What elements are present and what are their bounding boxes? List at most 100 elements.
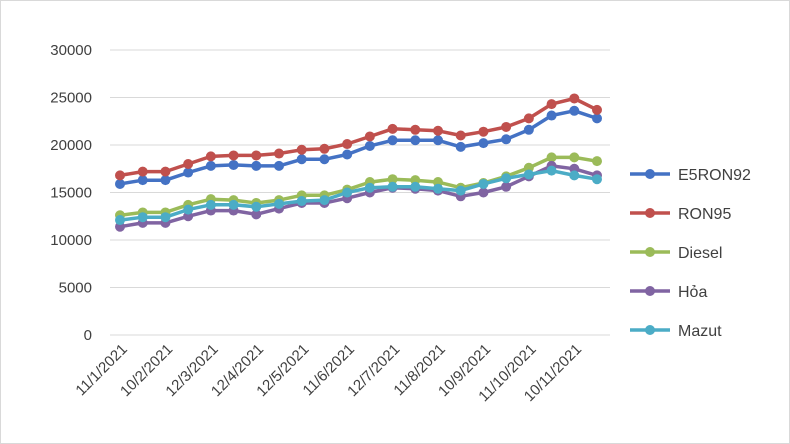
- series-line: [119, 109, 598, 186]
- series-1: [115, 93, 602, 181]
- data-point: [274, 148, 284, 159]
- legend: E5RON92 RON95 Diesel Hỏa Mazut: [630, 167, 751, 340]
- data-point: [137, 166, 148, 177]
- data-point: [592, 113, 602, 124]
- data-point: [228, 159, 239, 170]
- data-point: [296, 154, 307, 165]
- data-point: [364, 140, 375, 151]
- data-point: [546, 152, 557, 163]
- data-point: [115, 215, 125, 226]
- data-point: [160, 166, 171, 177]
- data-point: [433, 135, 443, 146]
- data-point: [592, 156, 602, 167]
- data-point: [387, 174, 398, 185]
- data-point: [387, 181, 398, 192]
- series-line: [119, 168, 598, 222]
- data-point: [501, 181, 512, 192]
- data-point: [546, 110, 557, 121]
- legend-label: Diesel: [678, 245, 722, 262]
- legend-marker: [645, 169, 655, 179]
- data-point: [251, 209, 262, 220]
- legend-item: Diesel: [630, 245, 722, 262]
- x-axis-ticks: 11/1/202110/2/202112/3/202112/4/202112/5…: [72, 341, 585, 405]
- data-point: [183, 167, 194, 178]
- legend-item: RON95: [630, 206, 731, 223]
- data-point: [523, 124, 534, 135]
- y-tick-label: 0: [84, 327, 92, 344]
- data-point: [478, 187, 489, 198]
- legend-label: E5RON92: [678, 167, 751, 184]
- data-point: [592, 104, 602, 115]
- data-point: [501, 134, 512, 145]
- series-0: [115, 105, 602, 189]
- data-point: [342, 139, 353, 150]
- legend-label: RON95: [678, 206, 731, 223]
- data-point: [478, 178, 489, 189]
- data-point: [274, 160, 284, 171]
- series-line: [119, 164, 598, 229]
- data-point: [115, 178, 125, 189]
- data-point: [205, 199, 216, 210]
- data-point: [569, 105, 580, 116]
- data-point: [137, 175, 148, 186]
- data-point: [183, 204, 194, 215]
- data-point: [455, 130, 466, 141]
- data-point: [387, 123, 398, 134]
- series-line: [119, 155, 598, 218]
- data-point: [523, 113, 534, 124]
- data-point: [319, 154, 330, 165]
- y-tick-label: 20000: [50, 137, 92, 154]
- data-point: [319, 195, 330, 206]
- data-point: [387, 135, 398, 146]
- data-point: [160, 175, 171, 186]
- y-axis-ticks: 0 5000 10000 15000 20000 25000 30000: [50, 42, 92, 344]
- series-line: [119, 96, 598, 178]
- data-point: [115, 170, 125, 181]
- data-point: [410, 135, 421, 146]
- legend-item: Mazut: [630, 323, 722, 340]
- legend-item: Hỏa: [630, 284, 707, 301]
- data-point: [478, 138, 489, 149]
- y-tick-label: 30000: [50, 42, 92, 59]
- legend-marker: [645, 286, 655, 296]
- data-point: [205, 160, 216, 171]
- data-point: [342, 187, 353, 198]
- data-point: [433, 125, 443, 136]
- data-point: [296, 196, 307, 207]
- data-point: [523, 169, 534, 180]
- series-lines: [115, 93, 602, 232]
- data-point: [228, 199, 239, 210]
- data-point: [433, 183, 443, 194]
- y-tick-label: 10000: [50, 232, 92, 249]
- data-point: [137, 212, 148, 223]
- y-tick-label: 25000: [50, 90, 92, 107]
- data-point: [501, 121, 512, 132]
- gridlines: [110, 49, 610, 336]
- series-4: [115, 165, 602, 226]
- legend-item: E5RON92: [630, 167, 751, 184]
- data-point: [274, 198, 284, 209]
- data-point: [410, 181, 421, 192]
- data-point: [410, 124, 421, 135]
- y-tick-label: 5000: [59, 280, 92, 297]
- data-point: [160, 212, 171, 223]
- data-point: [228, 150, 239, 161]
- data-point: [251, 150, 262, 161]
- data-point: [546, 99, 557, 110]
- data-point: [546, 165, 557, 176]
- data-point: [569, 93, 580, 104]
- data-point: [364, 131, 375, 142]
- data-point: [569, 152, 580, 163]
- data-point: [342, 149, 353, 160]
- data-point: [319, 143, 330, 154]
- data-point: [592, 174, 602, 185]
- legend-label: Hỏa: [678, 284, 707, 301]
- data-point: [478, 126, 489, 137]
- data-point: [205, 151, 216, 162]
- data-point: [569, 170, 580, 181]
- data-point: [183, 159, 194, 169]
- legend-label: Mazut: [678, 323, 722, 340]
- legend-marker: [645, 208, 655, 218]
